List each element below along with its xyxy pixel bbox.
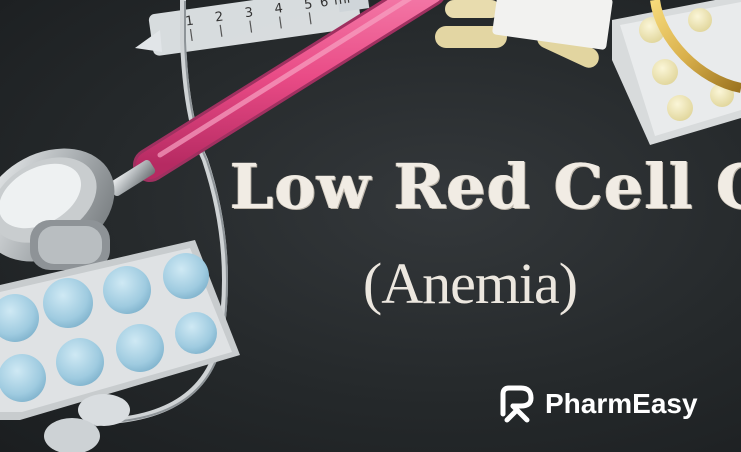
brand-watermark: PharmEasy: [497, 384, 698, 424]
brand-name: PharmEasy: [545, 388, 698, 419]
syringe-unit: ml: [333, 0, 351, 9]
stethoscope-eartips: [44, 394, 130, 452]
syringe-mark-6: 6: [319, 0, 329, 11]
syringe-mark-2: 2: [214, 9, 224, 25]
magnifier-rim: [650, 0, 741, 93]
syringe-mark-4: 4: [274, 1, 284, 17]
syringe-mark-5: 5: [303, 0, 313, 13]
headline: Low Red Cell Count: [230, 150, 741, 223]
stethoscope-tubing: [59, 0, 444, 431]
blue-pill-blister: [0, 240, 240, 420]
subheadline: (Anemia): [362, 251, 578, 316]
pharmeasy-logo-icon: [500, 385, 534, 423]
syringe: 1 2 3 4 5 6 ml: [135, 0, 370, 56]
tablet-blister-top: [492, 0, 741, 145]
syringe-mark-3: 3: [244, 5, 254, 21]
capsules: [435, 0, 599, 68]
stethoscope-chestpiece: [0, 148, 115, 270]
syringe-mark-1: 1: [184, 14, 194, 30]
